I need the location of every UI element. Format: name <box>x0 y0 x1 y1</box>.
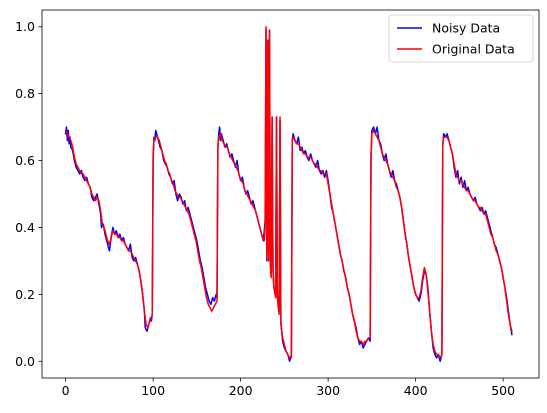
x-tick-label: 400 <box>404 383 428 398</box>
x-tick-label: 100 <box>141 383 165 398</box>
x-axis: 0 100 200 300 400 500 <box>62 378 515 398</box>
plot-area <box>64 25 513 363</box>
y-tick-label: 0.6 <box>15 153 35 168</box>
x-tick-label: 0 <box>62 383 70 398</box>
y-tick-label: 0.0 <box>15 354 35 369</box>
x-tick-label: 500 <box>491 383 515 398</box>
x-tick-label: 300 <box>316 383 340 398</box>
y-axis: 0.0 0.2 0.4 0.6 0.8 1.0 <box>15 19 42 369</box>
series-line-1 <box>64 25 513 359</box>
plot-frame <box>41 9 540 379</box>
x-tick-label: 200 <box>229 383 253 398</box>
legend: Noisy Data Original Data <box>388 14 534 63</box>
legend-label-1: Original Data <box>432 42 515 57</box>
y-tick-label: 0.2 <box>15 287 35 302</box>
legend-box <box>388 14 534 63</box>
y-tick-label: 0.4 <box>15 220 35 235</box>
y-tick-label: 0.8 <box>15 86 35 101</box>
y-tick-label: 1.0 <box>15 19 35 34</box>
legend-label-0: Noisy Data <box>432 21 500 36</box>
